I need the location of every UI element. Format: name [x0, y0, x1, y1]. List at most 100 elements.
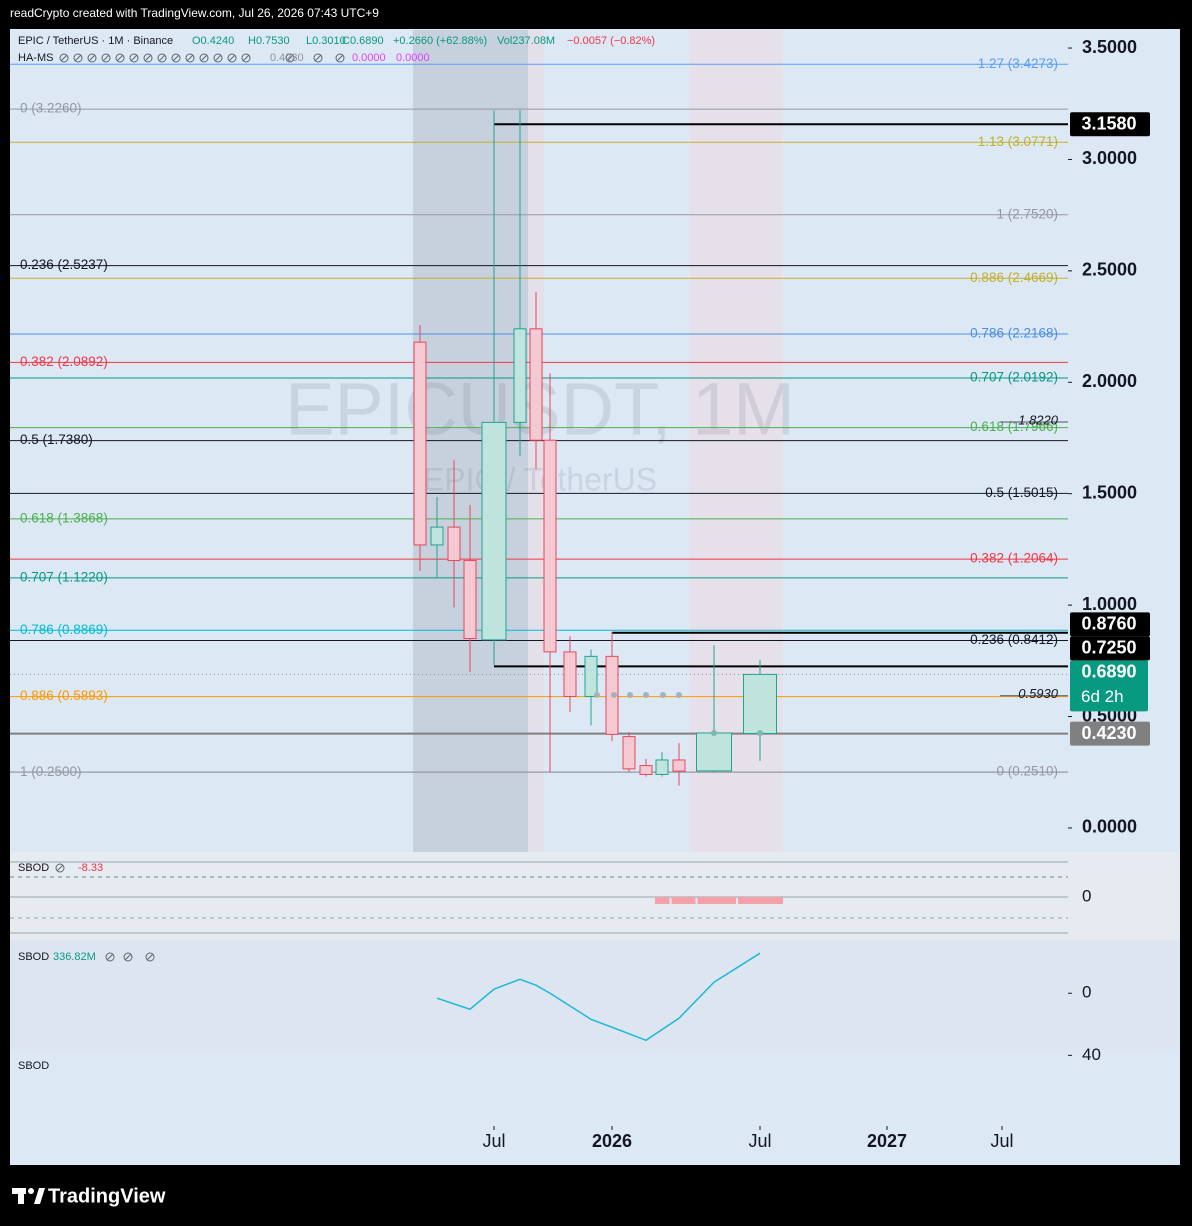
annotation-label: 0.5930	[1018, 686, 1059, 701]
icon	[101, 53, 111, 63]
fib-label: 0.236 (0.8412)	[970, 632, 1058, 647]
icon	[56, 864, 64, 872]
histogram-bar	[738, 897, 783, 904]
y-tick-label: 0	[1082, 886, 1091, 905]
price-badge	[1070, 612, 1150, 637]
y-tick-label: 40	[1082, 1045, 1101, 1064]
indicator-name: HA-MS	[18, 52, 53, 64]
fib-label: 1.13 (3.0771)	[978, 134, 1058, 149]
icon	[241, 53, 251, 63]
icon	[145, 952, 155, 962]
pane-value: -8.33	[78, 862, 103, 874]
icon	[157, 53, 167, 63]
icon	[227, 53, 237, 63]
fib-label: 0.707 (1.1220)	[20, 569, 108, 584]
icon	[59, 53, 69, 63]
price-badge-label: 0.8760	[1081, 614, 1136, 634]
icon	[313, 53, 323, 63]
icon	[336, 54, 344, 62]
candle-body	[529, 328, 543, 441]
icon	[115, 53, 125, 63]
icon	[143, 53, 153, 63]
candle-body	[463, 560, 477, 640]
fib-label: 0.886 (2.4669)	[970, 270, 1058, 285]
indicator-value: 0.4230	[270, 52, 304, 64]
fib-label: 0.382 (2.0892)	[20, 354, 108, 369]
y-tick-label: 0.0000	[1082, 817, 1137, 837]
x-tick-label: Jul	[990, 1131, 1013, 1151]
annotation-label: 1.8220	[1018, 412, 1059, 427]
indicator-value: 0.0000	[352, 52, 386, 64]
icon	[129, 53, 139, 63]
legend-symbol: EPIC / TetherUS · 1M · Binance	[18, 35, 173, 47]
icon	[186, 54, 194, 62]
fib-label: 0 (3.2260)	[20, 101, 82, 116]
dot	[611, 692, 617, 698]
candle-body	[413, 341, 427, 546]
dot	[676, 692, 682, 698]
price-badge	[1070, 660, 1148, 712]
candle-body	[430, 526, 444, 546]
icon	[214, 54, 222, 62]
indicator-value: 0.0000	[396, 52, 430, 64]
icon	[73, 53, 83, 63]
y-tick-label: 1.0000	[1082, 594, 1137, 614]
icon	[171, 53, 181, 63]
dot	[757, 730, 763, 736]
icon	[314, 54, 322, 62]
icon	[213, 53, 223, 63]
legend-high: H0.7530	[248, 35, 290, 47]
icon	[124, 953, 132, 961]
fib-label: 0.382 (1.2064)	[970, 551, 1058, 566]
legend-volume-change: −0.0057 (−0.82%)	[567, 35, 655, 47]
y-tick-label: 3.5000	[1082, 37, 1137, 57]
pane-title: SBOD	[18, 1060, 49, 1072]
line-series	[436, 952, 761, 1042]
icon	[242, 54, 250, 62]
price-badge-label: 0.7250	[1081, 638, 1136, 658]
y-tick-label: 2.5000	[1082, 260, 1137, 280]
fib-label: 0.5 (1.5015)	[985, 485, 1058, 500]
icon	[286, 54, 294, 62]
legend-volume: Vol237.08M	[497, 35, 555, 47]
fib-label: 0.786 (0.8869)	[20, 622, 108, 637]
candle-body	[672, 759, 686, 772]
brand-logo	[12, 1188, 45, 1204]
price-badge	[1070, 112, 1150, 137]
fib-label: 1 (2.7520)	[996, 206, 1058, 221]
legend-change: +0.2660 (+62.88%)	[393, 35, 487, 47]
icon	[88, 54, 96, 62]
pane-value: 336.82M	[53, 951, 96, 963]
dot	[627, 692, 633, 698]
fib-label: 0.886 (0.5893)	[20, 688, 108, 703]
fib-label: 1.27 (3.4273)	[978, 56, 1058, 71]
pane-background	[10, 940, 1180, 1050]
icon	[172, 54, 180, 62]
countdown: 6d 2h	[1081, 687, 1124, 706]
icon	[228, 54, 236, 62]
icon	[335, 53, 345, 63]
fib-label: 0.786 (2.2168)	[970, 326, 1058, 341]
candle-body	[543, 439, 557, 653]
x-tick-label: Jul	[748, 1131, 771, 1151]
icon	[106, 953, 114, 961]
y-tick-label: 1.5000	[1082, 482, 1137, 502]
candle-body	[481, 421, 507, 641]
price-badge	[1070, 721, 1150, 746]
price-badge-label: 3.1580	[1081, 114, 1136, 134]
icon	[200, 54, 208, 62]
icon	[123, 952, 133, 962]
candle-body	[563, 651, 577, 697]
y-tick-label: 0	[1082, 983, 1091, 1002]
brand: TradingView	[48, 1185, 166, 1207]
y-tick-label: 2.0000	[1082, 371, 1137, 391]
candle-body	[655, 759, 669, 775]
candle-body	[622, 736, 636, 770]
icon	[185, 53, 195, 63]
candle-body	[743, 673, 777, 734]
x-tick-label: 2027	[867, 1131, 907, 1151]
candle-body	[696, 732, 732, 772]
fib-label: 0.618 (1.3868)	[20, 510, 108, 525]
